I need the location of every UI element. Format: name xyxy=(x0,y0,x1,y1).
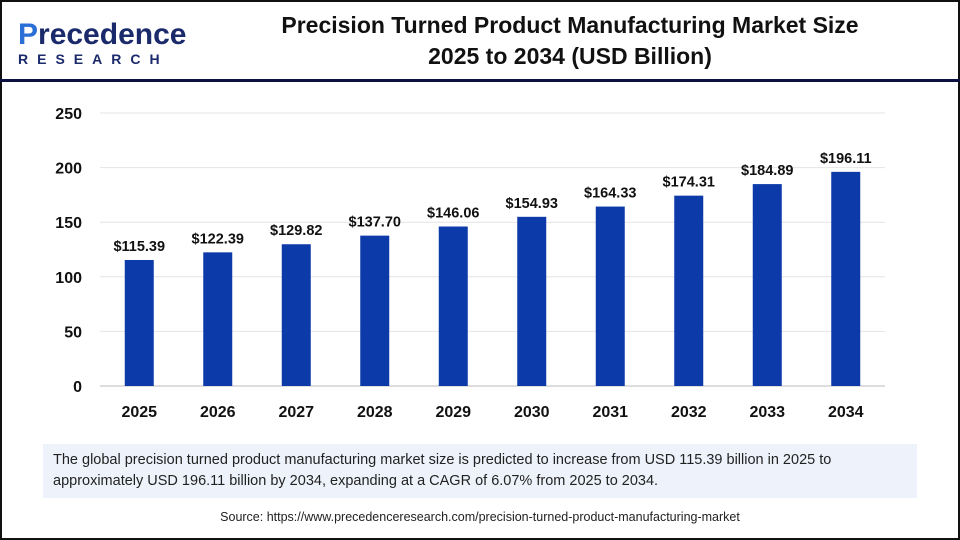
summary-note: The global precision turned product manu… xyxy=(43,444,917,498)
source-text: Source: https://www.precedenceresearch.c… xyxy=(220,510,740,524)
data-label: $174.31 xyxy=(663,175,715,191)
data-label: $137.70 xyxy=(349,215,401,231)
x-tick-label: 2029 xyxy=(435,404,471,421)
bar xyxy=(752,184,782,386)
header-divider xyxy=(0,79,960,82)
data-label: $122.39 xyxy=(192,231,244,247)
data-label: $129.82 xyxy=(270,223,322,239)
y-tick-label: 200 xyxy=(55,161,82,178)
x-tick-label: 2034 xyxy=(828,404,864,421)
data-label: $146.06 xyxy=(427,206,479,222)
bar-chart: 0 50 100 150 200 250 $115.39 2025 $122.39 2026 $12… xyxy=(55,106,885,421)
logo: Precedence RESEARCH xyxy=(18,18,187,68)
bar xyxy=(203,252,233,386)
x-tick-label: 2028 xyxy=(357,404,393,421)
title-line-2: 2025 to 2034 (USD Billion) xyxy=(428,43,712,69)
x-tick-label: 2031 xyxy=(592,404,628,421)
bar xyxy=(831,171,861,386)
y-tick-label: 0 xyxy=(73,379,82,396)
chart-title: Precision Turned Product Manufacturing M… xyxy=(230,10,910,72)
x-tick-label: 2033 xyxy=(749,404,785,421)
bar xyxy=(595,206,625,386)
y-tick-label: 100 xyxy=(55,270,82,287)
x-tick-label: 2032 xyxy=(671,404,707,421)
bar xyxy=(438,226,468,386)
y-tick-label: 250 xyxy=(55,106,82,123)
bar xyxy=(674,195,704,386)
data-label: $184.89 xyxy=(741,163,793,179)
y-tick-label: 150 xyxy=(55,215,82,232)
x-tick-label: 2025 xyxy=(121,404,157,421)
bar xyxy=(517,216,547,386)
title-line-1: Precision Turned Product Manufacturing M… xyxy=(281,12,859,38)
bar xyxy=(124,259,154,386)
bar xyxy=(360,235,390,386)
data-label: $196.11 xyxy=(820,151,872,167)
data-label: $154.93 xyxy=(506,196,558,212)
bar xyxy=(281,244,311,386)
data-label: $115.39 xyxy=(113,239,165,255)
x-tick-label: 2030 xyxy=(514,404,550,421)
x-tick-label: 2026 xyxy=(200,404,236,421)
y-tick-label: 50 xyxy=(64,324,82,341)
data-label: $164.33 xyxy=(584,186,636,202)
x-tick-label: 2027 xyxy=(278,404,314,421)
